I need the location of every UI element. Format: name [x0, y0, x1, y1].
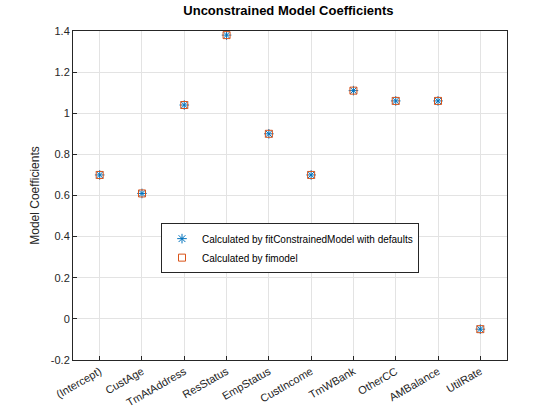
svg-text:0.8: 0.8 [55, 148, 70, 160]
svg-text:1.2: 1.2 [55, 66, 70, 78]
svg-text:ResStatus: ResStatus [180, 365, 230, 401]
svg-text:1.4: 1.4 [55, 25, 70, 37]
svg-text:(Intercept): (Intercept) [54, 365, 103, 400]
svg-text:TmAtAddress: TmAtAddress [124, 365, 188, 409]
svg-text:TmWBank: TmWBank [307, 365, 358, 401]
svg-text:Calculated by fimodel: Calculated by fimodel [202, 253, 298, 264]
svg-text:Model Coefficients: Model Coefficients [28, 146, 42, 245]
svg-text:0: 0 [64, 313, 70, 325]
svg-text:UtilRate: UtilRate [444, 365, 484, 395]
svg-text:CustIncome: CustIncome [258, 365, 315, 405]
svg-text:Unconstrained Model Coefficien: Unconstrained Model Coefficients [183, 3, 393, 18]
svg-text:1: 1 [64, 107, 70, 119]
svg-text:EmpStatus: EmpStatus [220, 365, 273, 403]
svg-text:-0.2: -0.2 [51, 354, 70, 366]
svg-text:0.2: 0.2 [55, 272, 70, 284]
svg-text:0.6: 0.6 [55, 189, 70, 201]
svg-text:OtherCC: OtherCC [356, 365, 400, 397]
svg-text:Calculated by fitConstrainedMo: Calculated by fitConstrainedModel with d… [202, 234, 413, 245]
svg-text:0.4: 0.4 [55, 230, 70, 242]
svg-text:CustAge: CustAge [103, 365, 146, 396]
svg-text:AMBalance: AMBalance [387, 365, 442, 404]
